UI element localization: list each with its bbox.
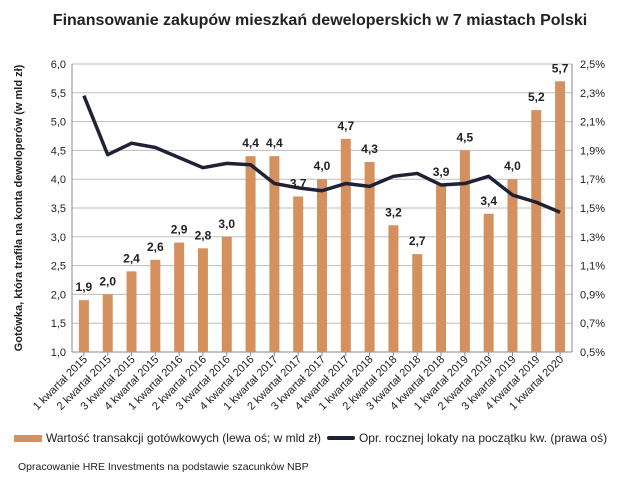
bar-data-label: 2,9: [171, 223, 188, 237]
y2-tick-label: 1,9%: [580, 145, 605, 157]
legend: Wartość transakcji gotówkowych (lewa oś;…: [14, 431, 607, 445]
y2-tick-label: 2,1%: [580, 117, 605, 129]
y-tick-label: 5,5: [51, 88, 66, 100]
bar: [102, 294, 113, 352]
bar: [78, 300, 89, 352]
y-tick-label: 2,0: [51, 289, 66, 301]
legend-bar-label: Wartość transakcji gotówkowych (lewa oś;…: [46, 431, 321, 445]
bar: [507, 179, 518, 352]
bar-data-label: 2,6: [147, 240, 164, 254]
bar-data-label: 5,2: [528, 90, 545, 104]
y-tick-label: 6,0: [51, 59, 66, 71]
bar: [459, 150, 470, 352]
bar: [269, 156, 280, 352]
y2-tick-label: 1,5%: [580, 203, 605, 215]
bar-data-label: 5,7: [552, 61, 569, 75]
y2-tick-label: 2,5%: [580, 59, 605, 71]
bar-data-label: 2,8: [195, 228, 212, 242]
y2-tick-label: 2,3%: [580, 88, 605, 100]
y-tick-label: 3,5: [51, 203, 66, 215]
y-tick-label: 3,0: [51, 232, 66, 244]
legend-line-swatch: [326, 436, 355, 440]
y-tick-label: 1,5: [51, 318, 66, 330]
bar-data-label: 2,0: [99, 274, 116, 288]
y-axis-title: Gotówka, która trafiła na konta dewelope…: [13, 64, 25, 351]
bar: [412, 254, 423, 352]
y2-tick-label: 0,5%: [580, 347, 605, 359]
bar: [436, 184, 447, 352]
y-tick-label: 1,0: [51, 347, 66, 359]
bar-data-label: 4,5: [457, 130, 474, 144]
bar: [364, 161, 375, 352]
bar: [531, 110, 542, 352]
bar-data-label: 4,4: [242, 136, 259, 150]
bar: [340, 138, 351, 352]
bar-data-label: 3,4: [480, 194, 497, 208]
y2-tick-label: 0,9%: [580, 289, 605, 301]
chart-title: Finansowanie zakupów mieszkań dewelopers…: [52, 12, 588, 29]
legend-line-label: Opr. rocznej lokaty na początku kw. (pra…: [358, 431, 608, 445]
y2-tick-label: 1,7%: [580, 174, 605, 186]
y2-tick-label: 0,7%: [580, 318, 605, 330]
bar: [150, 259, 161, 352]
source-note: Opracowanie HRE Investments na podstawie…: [18, 461, 309, 473]
bar: [174, 242, 185, 352]
bar-data-label: 3,0: [218, 217, 235, 231]
y-tick-label: 5,0: [51, 117, 66, 129]
bar: [388, 225, 399, 352]
bar-data-label: 4,4: [266, 136, 283, 150]
bar: [483, 213, 494, 352]
bar-data-label: 3,9: [433, 165, 450, 179]
bar: [126, 271, 137, 352]
y-tick-label: 2,5: [51, 261, 66, 273]
bar-data-label: 1,9: [76, 280, 93, 294]
bar-data-label: 2,7: [409, 234, 426, 248]
bar: [555, 81, 566, 352]
y2-tick-label: 1,1%: [580, 261, 605, 273]
bar-data-label: 2,4: [123, 251, 140, 265]
y-tick-label: 4,5: [51, 145, 66, 157]
bar-data-label: 4,0: [504, 159, 521, 173]
bar: [293, 196, 304, 352]
bar: [317, 179, 327, 352]
y2-tick-label: 1,3%: [580, 232, 605, 244]
bar-data-label: 4,3: [361, 142, 378, 156]
bar: [245, 156, 256, 352]
bar-data-label: 4,0: [314, 159, 331, 173]
bar: [221, 236, 232, 352]
legend-bar-swatch: [14, 434, 42, 442]
bar: [197, 248, 208, 352]
bar-data-label: 4,7: [337, 119, 354, 133]
bar-data-label: 3,2: [385, 205, 402, 219]
y-tick-label: 4,0: [51, 174, 66, 186]
